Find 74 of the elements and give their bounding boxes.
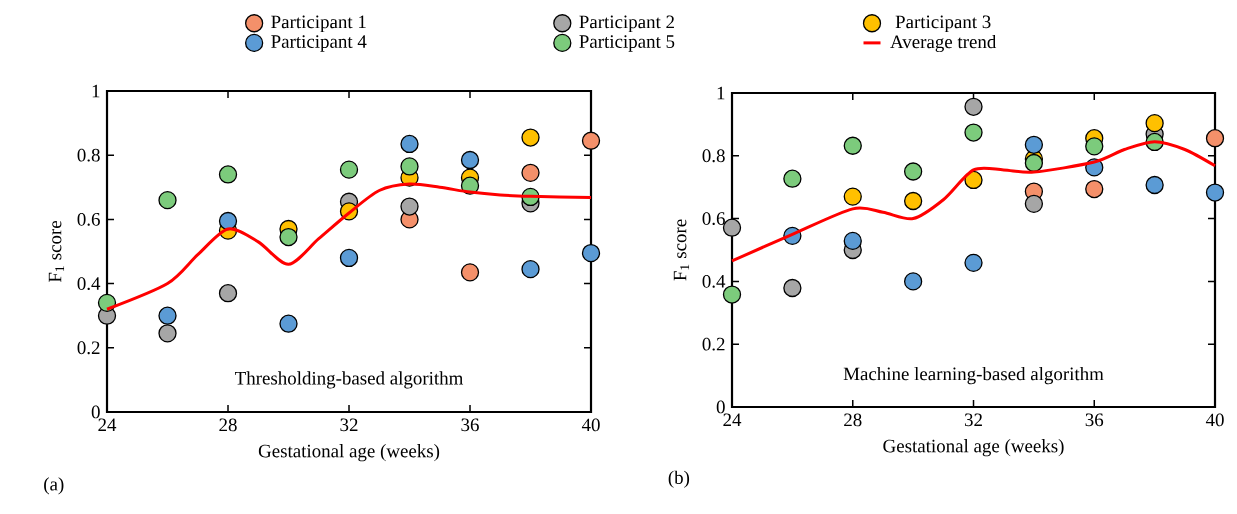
point	[521, 128, 540, 147]
point	[400, 197, 419, 216]
point	[1145, 175, 1164, 195]
y-tick-label: 0.2	[702, 337, 725, 351]
point	[339, 248, 359, 268]
point	[783, 278, 802, 298]
point	[903, 272, 923, 291]
point	[521, 163, 540, 182]
point	[581, 131, 601, 150]
annotation: Machine learning-based algorithm	[843, 366, 1104, 385]
x-tick-label: 28	[219, 418, 237, 432]
legend-label: Participant 3	[895, 15, 991, 33]
legend-label: Average trend	[890, 34, 997, 53]
point	[1085, 179, 1104, 199]
point	[843, 187, 862, 206]
text: (b)	[668, 470, 690, 488]
x-tick-label: 40	[1205, 413, 1224, 427]
y-axis-title: F$_{1}$ score	[673, 219, 690, 281]
point	[1085, 137, 1104, 156]
legend-label: Participant 1	[271, 15, 366, 33]
point	[843, 136, 862, 155]
text: (a)	[44, 477, 64, 495]
point	[964, 97, 983, 116]
x-tick-label: 24	[723, 413, 742, 427]
x-tick-label: 36	[1085, 413, 1104, 427]
point	[903, 191, 923, 211]
x-tick-label: 36	[461, 418, 479, 432]
y-tick-label: 0	[716, 400, 725, 414]
point	[783, 169, 802, 188]
point	[279, 314, 298, 333]
point	[339, 160, 359, 179]
y-tick-label: 0.2	[77, 341, 100, 355]
point	[843, 231, 862, 251]
point	[460, 150, 480, 170]
legend-label: Participant 4	[271, 35, 367, 52]
point	[218, 211, 238, 231]
point	[158, 324, 177, 343]
x-tick-label: 24	[98, 418, 117, 432]
point	[279, 227, 298, 247]
x-tick-label: 32	[964, 413, 982, 427]
point	[964, 123, 983, 142]
point	[964, 170, 983, 190]
point	[460, 263, 480, 282]
x-axis-title: Gestational age (weeks)	[258, 444, 440, 462]
point	[581, 243, 601, 263]
point	[903, 162, 923, 181]
y-tick-label: 0.6	[77, 212, 100, 226]
legend-label: Participant 5	[579, 35, 675, 52]
point	[400, 157, 419, 176]
y-tick-label: 1	[92, 84, 100, 98]
point	[218, 284, 238, 303]
y-tick-label: 0.4	[702, 274, 726, 288]
annotation: Thresholding-based algorithm	[235, 371, 464, 389]
x-tick-label: 40	[581, 418, 600, 432]
x-tick-label: 28	[844, 413, 862, 427]
point	[521, 259, 540, 279]
y-tick-label: 1	[717, 86, 725, 100]
point	[1024, 194, 1044, 213]
y-axis-title: F$_{1}$ score	[48, 220, 65, 283]
y-tick-label: 0.8	[77, 148, 100, 162]
legend-label: Participant 2	[579, 15, 674, 33]
y-tick-label: 0	[91, 405, 100, 419]
point	[1145, 113, 1164, 133]
point	[218, 165, 238, 184]
y-tick-label: 0.6	[702, 212, 725, 226]
point	[158, 306, 177, 325]
point	[1024, 135, 1044, 154]
point	[158, 190, 177, 210]
point	[400, 134, 419, 154]
y-tick-label: 0.8	[702, 149, 725, 163]
y-tick-label: 0.4	[77, 277, 101, 291]
x-axis-title: Gestational age (weeks)	[883, 439, 1064, 457]
x-tick-label: 32	[340, 418, 358, 432]
point	[964, 253, 983, 273]
